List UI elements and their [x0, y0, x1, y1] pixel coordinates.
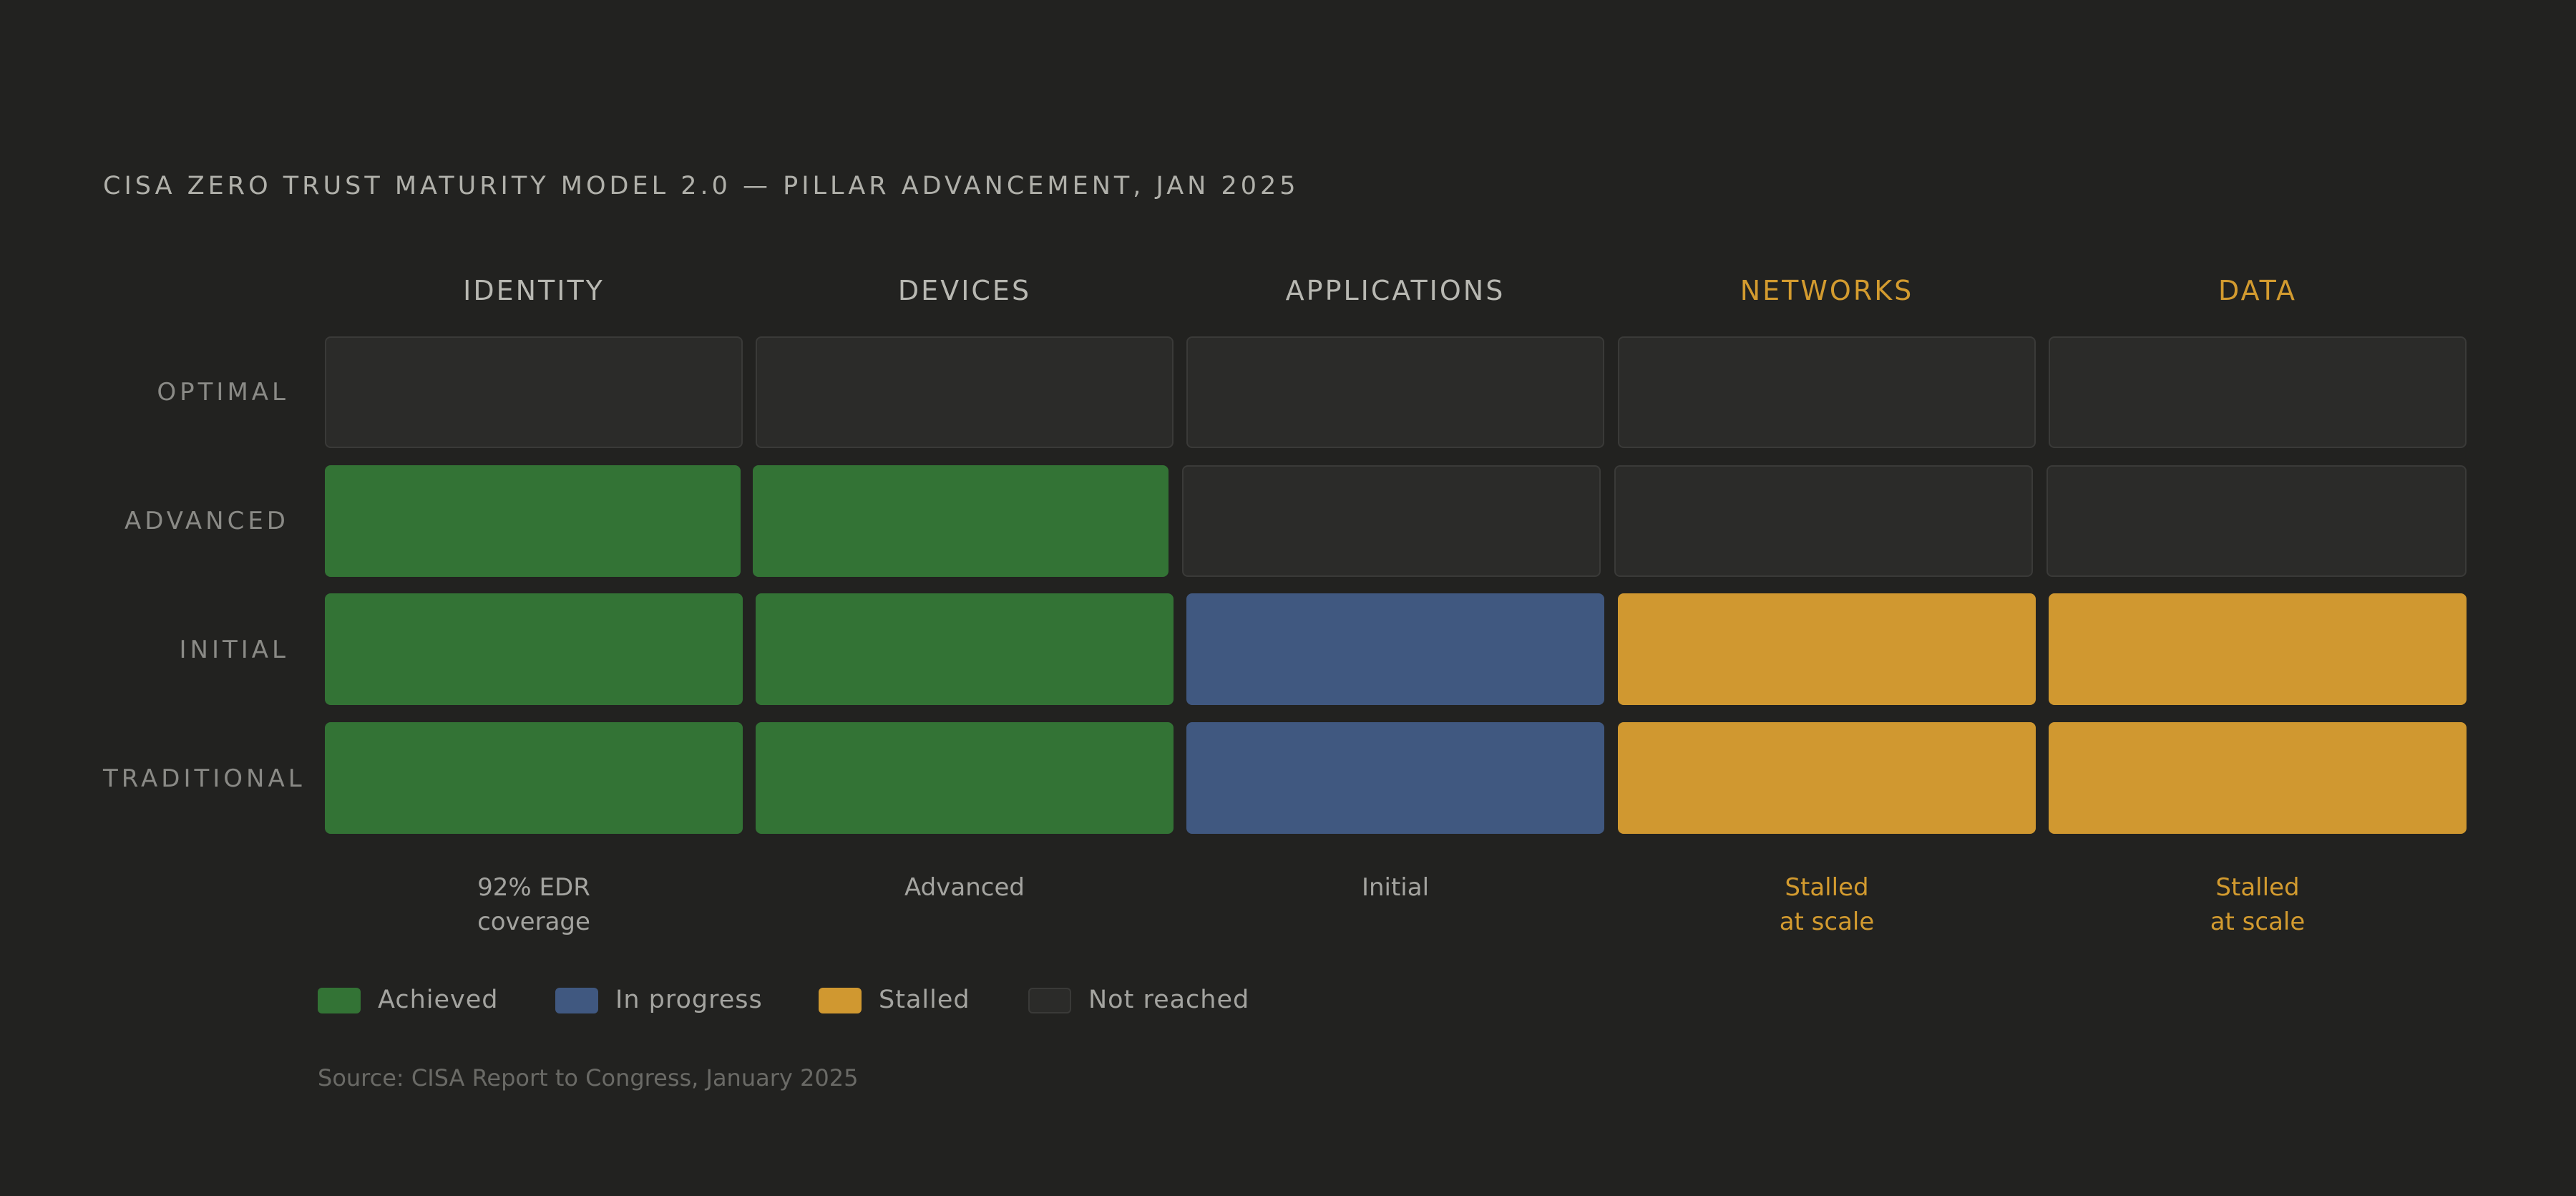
status-label-applications: Initial [1186, 870, 1604, 905]
column-header-data: DATA [2218, 275, 2297, 306]
status-line: Initial [1361, 873, 1430, 902]
status-line: coverage [477, 908, 590, 936]
cell-data-advanced [2046, 465, 2467, 577]
status-line: at scale [1779, 908, 1875, 936]
cell-networks-initial [1618, 593, 2036, 705]
cell-devices-traditional [756, 722, 1174, 834]
cell-data-initial [2049, 593, 2467, 705]
legend-swatch-achieved [318, 988, 361, 1013]
legend-swatch-stalled [819, 988, 862, 1013]
source-note: Source: CISA Report to Congress, January… [318, 1064, 859, 1092]
legend-label: Not reached [1088, 986, 1250, 1014]
column-header-applications: APPLICATIONS [1285, 275, 1506, 306]
status-label-identity: 92% EDR coverage [325, 870, 743, 939]
status-label-networks: Stalled at scale [1618, 870, 2036, 939]
cell-networks-traditional [1618, 722, 2036, 834]
status-label-data: Stalled at scale [2049, 870, 2467, 939]
column-header-identity: IDENTITY [463, 275, 605, 306]
cell-applications-optimal [1186, 336, 1604, 448]
status-label-devices: Advanced [756, 870, 1174, 905]
cell-identity-initial [325, 593, 743, 705]
status-line: at scale [2210, 908, 2306, 936]
cell-identity-traditional [325, 722, 743, 834]
legend-label: Stalled [879, 986, 970, 1014]
column-header-networks: NETWORKS [1740, 275, 1914, 306]
status-line: Stalled [1785, 873, 1869, 902]
cell-devices-optimal [756, 336, 1174, 448]
status-line: 92% EDR [477, 873, 590, 902]
row-label-optimal: OPTIMAL [157, 378, 289, 407]
legend-swatch-in-progress [555, 988, 598, 1013]
row-label-advanced: ADVANCED [124, 507, 289, 535]
legend-label: Achieved [378, 986, 499, 1014]
status-line: Advanced [904, 873, 1025, 902]
legend-label: In progress [615, 986, 763, 1014]
cell-networks-optimal [1618, 336, 2036, 448]
row-label-initial: INITIAL [179, 636, 289, 664]
cell-applications-advanced [1182, 465, 1601, 577]
column-header-devices: DEVICES [897, 275, 1032, 306]
cell-devices-initial [756, 593, 1174, 705]
cell-networks-advanced [1614, 465, 2033, 577]
cell-identity-advanced [325, 465, 741, 577]
row-label-traditional: TRADITIONAL [103, 764, 306, 793]
cell-applications-traditional [1186, 722, 1604, 834]
cell-identity-optimal [325, 336, 743, 448]
cell-applications-initial [1186, 593, 1604, 705]
legend-swatch-not-reached [1028, 988, 1071, 1013]
cell-data-optimal [2049, 336, 2467, 448]
status-line: Stalled [2215, 873, 2300, 902]
cell-devices-advanced [753, 465, 1169, 577]
chart-title: CISA ZERO TRUST MATURITY MODEL 2.0 — PIL… [103, 172, 1299, 200]
cell-data-traditional [2049, 722, 2467, 834]
